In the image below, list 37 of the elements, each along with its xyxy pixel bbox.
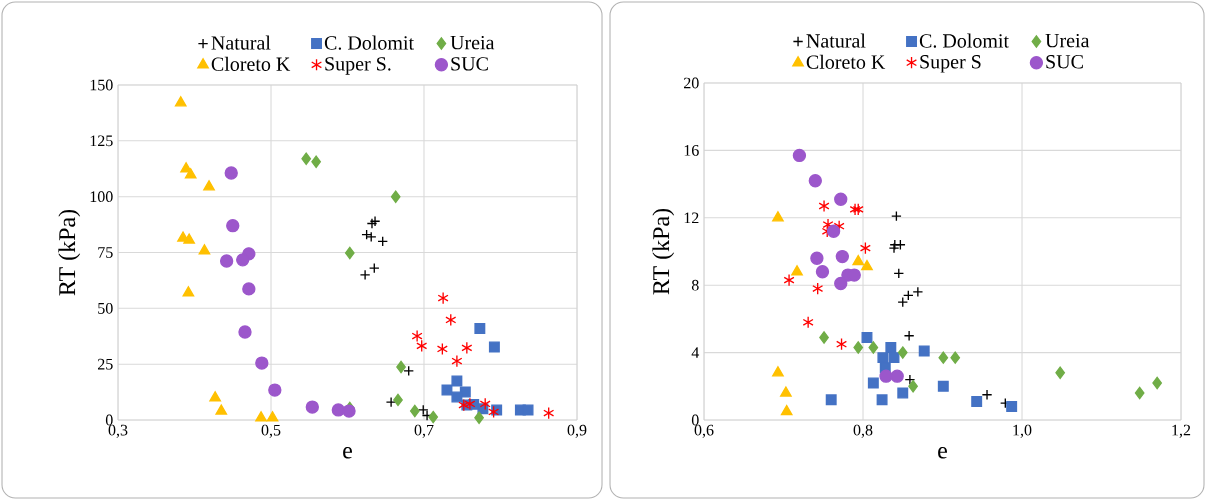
y-tick-label: 25 [98, 358, 113, 370]
y-tick-label: 150 [90, 79, 113, 91]
x-tick-label: 0,8 [853, 424, 873, 438]
y-tick-label: 0 [691, 414, 699, 426]
legend-label: Ureia [450, 35, 495, 50]
y-tick-label: 20 [684, 77, 699, 89]
y-tick-label: 50 [98, 302, 113, 314]
y-tick-label: 4 [691, 347, 700, 358]
legend-label: SUC [1046, 55, 1083, 69]
legend-label: C. Dolomit [324, 35, 414, 50]
y-axis-title: RT (kPa) [58, 209, 81, 296]
legend-label: Ureia [1045, 33, 1090, 48]
x-tick-label: 0,5 [261, 424, 281, 438]
legend-label: Cloreto K [806, 54, 886, 69]
y-tick-label: 0 [105, 414, 113, 426]
y-tick-label: 100 [90, 191, 113, 203]
legend-label: Super S [920, 55, 981, 73]
legend-label: C. Dolomit [919, 33, 1009, 48]
legend-label: Natural [806, 33, 866, 48]
y-axis-title: RT (kPa) [652, 208, 675, 295]
x-axis-title: e [343, 446, 353, 459]
x-axis-title: e [938, 446, 948, 459]
x-tick-label: 1,0 [1013, 424, 1032, 438]
y-tick-label: 125 [90, 135, 113, 147]
x-tick-label: 0,6 [694, 424, 714, 438]
y-tick-label: 12 [684, 212, 699, 224]
x-tick-label: 0,3 [108, 424, 128, 438]
y-tick-label: 16 [684, 145, 699, 156]
x-tick-label: 0,7 [414, 424, 434, 438]
x-tick-label: 0,9 [567, 424, 587, 438]
x-tick-label: 1,2 [1172, 424, 1191, 438]
legend-label: Natural [211, 35, 271, 50]
legend-label: Cloreto K [211, 56, 291, 71]
y-tick-label: 75 [98, 247, 113, 258]
y-tick-label: 8 [691, 279, 699, 291]
legend-label: Super S. [325, 57, 391, 75]
legend-label: SUC [451, 57, 488, 71]
